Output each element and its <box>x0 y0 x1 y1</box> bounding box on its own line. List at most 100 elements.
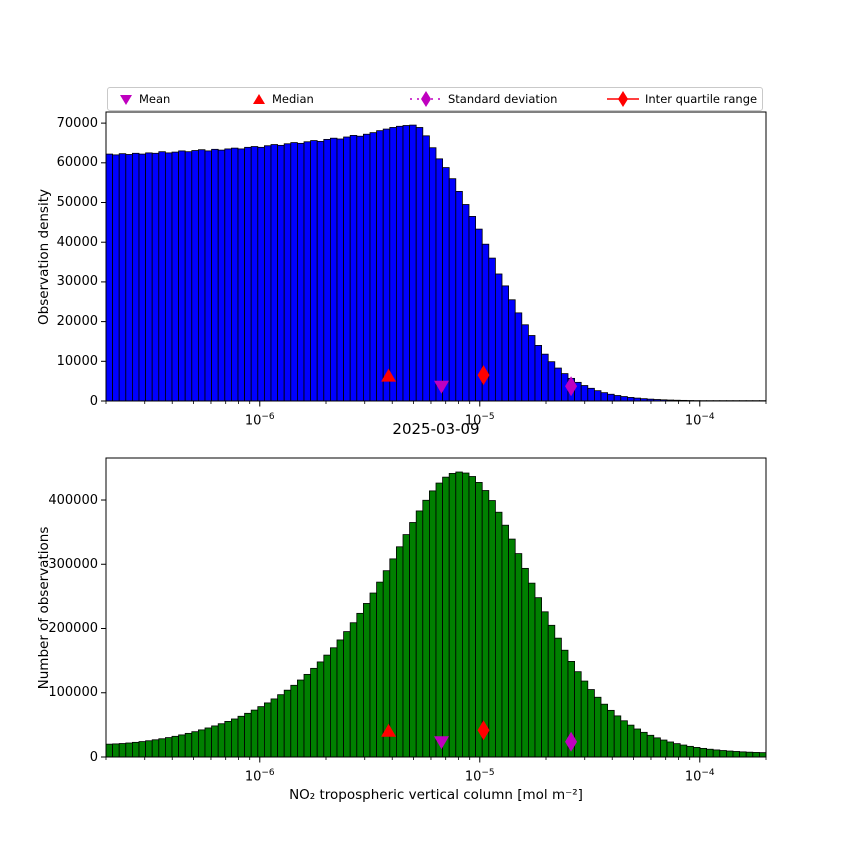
histogram-bar <box>303 673 311 758</box>
histogram-bar <box>554 637 562 758</box>
histogram-bar <box>158 151 166 402</box>
histogram-bar <box>296 142 305 402</box>
histogram-bar <box>336 138 344 402</box>
histogram-top <box>105 124 767 402</box>
histogram-bar <box>461 204 470 402</box>
histogram-bar <box>191 150 199 402</box>
histogram-bar <box>329 137 338 402</box>
y-tick-label: 300000 <box>48 556 98 572</box>
histogram-bar <box>415 127 424 402</box>
histogram-bar <box>369 592 377 758</box>
legend-entry-inter-quartile-range: Inter quartile range <box>108 88 762 110</box>
histogram-bar <box>620 396 628 402</box>
histogram-bar <box>534 345 542 402</box>
y-tick-label: 0 <box>89 749 98 765</box>
histogram-bar <box>501 285 509 402</box>
histogram-bar <box>184 732 193 758</box>
histogram-bar <box>237 148 245 402</box>
histogram-bar <box>283 689 292 758</box>
legend-label: Median <box>272 92 314 106</box>
histogram-bar <box>409 124 417 402</box>
histogram-bar <box>277 694 285 758</box>
histogram-bar <box>118 153 127 402</box>
histogram-bar <box>514 312 523 402</box>
histogram-bar <box>481 490 490 758</box>
median-legend-marker-icon <box>253 94 265 104</box>
histogram-bar <box>164 152 173 402</box>
histogram-bar <box>290 142 298 402</box>
histogram-bar <box>237 715 245 758</box>
histogram-bar <box>362 603 371 758</box>
histogram-bar <box>270 698 278 758</box>
histogram-bar <box>475 482 483 758</box>
histogram-bar <box>627 724 635 758</box>
histogram-bar <box>296 679 305 758</box>
legend-entry-median: Median <box>108 88 762 110</box>
histogram-bar <box>145 152 153 402</box>
histogram-bar <box>468 476 476 758</box>
legend-label: Mean <box>139 92 171 106</box>
histogram-bar <box>508 538 516 758</box>
histogram-bar <box>376 130 384 402</box>
histogram-bar <box>422 135 430 402</box>
histogram-bar <box>105 153 113 402</box>
y-tick-label: 70000 <box>56 115 98 131</box>
histogram-bar <box>362 133 371 402</box>
histogram-bar <box>594 696 602 758</box>
histogram-bar <box>455 471 463 758</box>
histogram-bar <box>171 151 179 402</box>
histogram-bar <box>230 718 239 758</box>
histogram-bar <box>224 148 232 402</box>
histogram-bar <box>389 558 397 758</box>
y-tick-label: 60000 <box>56 155 98 171</box>
y-tick-label: 50000 <box>56 195 98 210</box>
histogram-bar <box>343 136 351 402</box>
histogram-bar <box>310 667 318 758</box>
histogram-bar <box>257 706 265 758</box>
histogram-bar <box>263 702 272 758</box>
histogram-bar <box>409 522 417 758</box>
histogram-bar <box>494 273 503 402</box>
histogram-bar <box>125 742 133 758</box>
histogram-bar <box>151 152 160 402</box>
standard-deviation-legend-marker-icon <box>410 91 442 107</box>
histogram-bar <box>105 743 113 758</box>
histogram-bar <box>290 684 298 758</box>
histogram-bar <box>197 149 206 402</box>
histogram-bar <box>514 553 523 758</box>
histogram-bar <box>759 752 767 758</box>
histogram-bar <box>178 150 186 402</box>
histogram-bar <box>528 335 536 402</box>
histogram-bar <box>415 510 424 758</box>
histogram-bar <box>613 395 622 402</box>
histogram-bar <box>204 727 212 758</box>
histogram-bar <box>528 582 536 758</box>
histogram-bar <box>184 151 193 402</box>
histogram-bar <box>303 141 311 402</box>
histogram-bar <box>666 741 674 758</box>
y-tick-label: 10000 <box>56 353 98 369</box>
histogram-bar <box>712 749 721 758</box>
histogram-bar <box>554 367 562 402</box>
legend-entry-standard-deviation: Standard deviation <box>108 88 762 110</box>
histogram-bar <box>263 145 272 402</box>
histogram-bar <box>402 125 410 402</box>
plot-frame <box>105 111 767 402</box>
histogram-bar <box>118 743 127 758</box>
histogram-bar <box>633 728 641 758</box>
histogram-bar <box>191 731 199 758</box>
histogram-bar <box>125 154 133 402</box>
histogram-bar <box>356 612 364 758</box>
histogram-bar <box>336 639 344 758</box>
histogram-bar <box>600 392 608 402</box>
histogram-bar <box>488 500 496 758</box>
histogram-bar <box>706 748 714 758</box>
histogram-bar <box>244 146 252 402</box>
histogram-bar <box>323 138 331 402</box>
histogram-bar <box>435 158 443 402</box>
histogram-bar <box>349 135 358 402</box>
y-tick-label: 100000 <box>48 685 98 701</box>
histogram-bar <box>613 715 622 758</box>
